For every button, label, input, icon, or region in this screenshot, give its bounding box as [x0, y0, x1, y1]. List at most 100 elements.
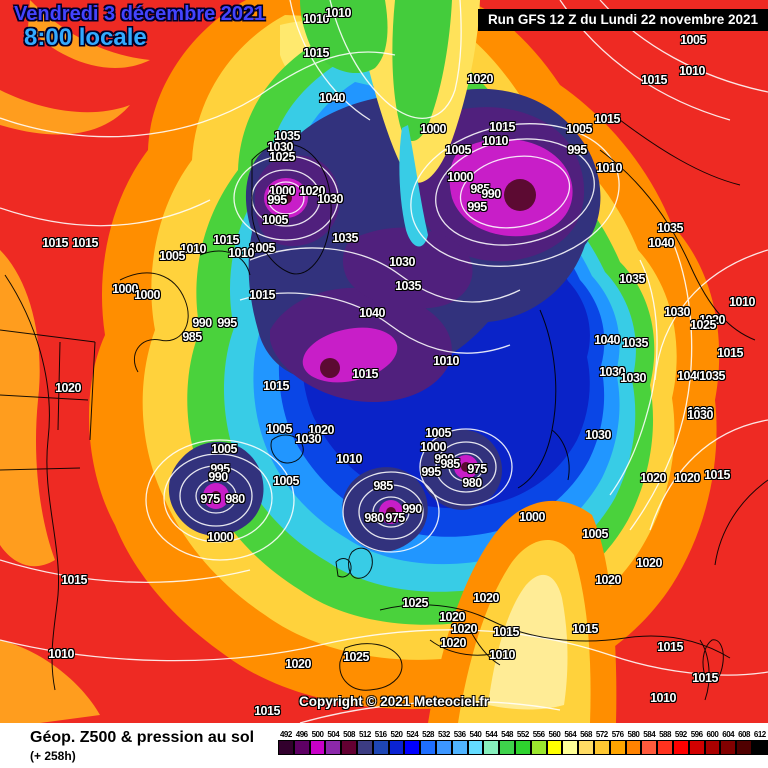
scale-color-box — [609, 740, 626, 755]
pressure-label: 1035 — [657, 221, 683, 235]
scale-value: 560 — [548, 730, 561, 739]
scale-value: 552 — [516, 730, 529, 739]
pressure-label: 1015 — [61, 573, 87, 587]
pressure-label: 1010 — [596, 161, 622, 175]
scale-cell: 604 — [720, 729, 737, 755]
scale-value: 588 — [659, 730, 671, 739]
scale-value: 592 — [674, 730, 687, 739]
scale-cell: 544 — [483, 729, 500, 755]
pressure-label: 1035 — [699, 369, 725, 383]
scale-cell: 512 — [356, 729, 373, 755]
pressure-label: 1015 — [489, 120, 515, 134]
scale-value: 576 — [611, 730, 624, 739]
scale-cell: 572 — [593, 729, 610, 755]
pressure-label: 1005 — [262, 213, 288, 227]
pressure-label: 1035 — [332, 231, 358, 245]
pressure-label: 1015 — [72, 236, 98, 250]
pressure-label: 1000 — [207, 530, 233, 544]
scale-value: 608 — [738, 730, 750, 739]
scale-color-box — [388, 740, 405, 755]
scale-color-box — [672, 740, 689, 755]
pressure-label: 1005 — [445, 143, 471, 157]
pressure-label: 1015 — [493, 625, 519, 639]
pressure-label: 1015 — [254, 704, 280, 718]
copyright-text: Copyright © 2021 Meteociel.fr — [299, 694, 489, 709]
scale-value: 532 — [437, 730, 450, 739]
scale-value: 536 — [453, 730, 466, 739]
scale-color-box — [499, 740, 515, 755]
scale-value: 496 — [295, 730, 308, 739]
scale-color-box — [736, 740, 752, 755]
pressure-label: 975 — [467, 462, 487, 476]
pressure-label: 990 — [192, 316, 212, 330]
scale-color-box — [451, 740, 468, 755]
scale-value: 584 — [643, 730, 656, 739]
pressure-label: 1030 — [664, 305, 690, 319]
pressure-label: 1030 — [687, 405, 713, 419]
pressure-label: 990 — [402, 502, 422, 516]
pressure-label: 980 — [462, 476, 482, 490]
pressure-label: 1040 — [677, 369, 703, 383]
pressure-label: 1025 — [402, 596, 428, 610]
pressure-label: 975 — [200, 492, 220, 506]
pressure-label: 1010 — [679, 64, 705, 78]
pressure-label: 1030 — [585, 428, 611, 442]
pressure-label: 990 — [481, 187, 501, 201]
date-text: Vendredi 3 décembre 2021 — [14, 3, 266, 25]
scale-value: 504 — [327, 730, 340, 739]
scale-color-box — [356, 740, 373, 755]
pressure-label: 1005 — [425, 426, 451, 440]
scale-color-box — [641, 740, 658, 755]
pressure-label: 1010 — [303, 12, 329, 26]
pressure-label: 1015 — [249, 288, 275, 302]
isobar-contours — [0, 0, 768, 723]
ridge-tongues — [300, 0, 617, 723]
scale-value: 612 — [753, 730, 766, 739]
scale-value: 528 — [422, 730, 434, 739]
pressure-label: 1010 — [489, 648, 515, 662]
scale-value: 568 — [580, 730, 592, 739]
pressure-label: 1020 — [308, 423, 334, 437]
pressure-label: 1015 — [704, 468, 730, 482]
scale-cell: 612 — [751, 729, 768, 755]
pressure-label: 1005 — [249, 241, 275, 255]
scale-cell: 564 — [562, 729, 579, 755]
pressure-label: 1000 — [519, 510, 545, 524]
scale-value: 572 — [595, 730, 608, 739]
forecast-lead-time: (+ 258h) — [30, 749, 76, 763]
pressure-label: 1035 — [622, 336, 648, 350]
pressure-label: 980 — [225, 492, 245, 506]
pressure-label: 1015 — [352, 367, 378, 381]
pressure-label: 1020 — [451, 622, 477, 636]
pressure-label: 1030 — [389, 255, 415, 269]
scale-cell: 548 — [499, 729, 515, 755]
scale-cell: 532 — [435, 729, 452, 755]
pressure-label: 985 — [440, 457, 460, 471]
pressure-label: 1015 — [717, 346, 743, 360]
pressure-labels-layer: 1010 1010 1015 1040 1020 1005 1010 1015 1035 1030… — [42, 6, 755, 718]
scale-value: 524 — [406, 730, 419, 739]
scale-cell: 568 — [578, 729, 594, 755]
pressure-label: 1020 — [595, 573, 621, 587]
scale-cell: 556 — [530, 729, 547, 755]
scale-cell: 588 — [657, 729, 673, 755]
scale-value: 520 — [390, 730, 403, 739]
pressure-label: 985 — [373, 479, 393, 493]
scale-value: 604 — [722, 730, 735, 739]
pressure-label: 990 — [434, 452, 454, 466]
pressure-label: 1020 — [55, 381, 81, 395]
pressure-label: 1020 — [699, 313, 725, 327]
pressure-label: 1010 — [48, 647, 74, 661]
pressure-label: 1010 — [650, 691, 676, 705]
pressure-label: 1010 — [729, 295, 755, 309]
scale-value: 512 — [358, 730, 371, 739]
scale-value: 540 — [469, 730, 482, 739]
pressure-label: 1030 — [267, 140, 293, 154]
pressure-label: 1015 — [692, 671, 718, 685]
color-scale: 492 496 500 504 508 512 516 520 524 528 532 536 540 5… — [278, 729, 768, 755]
pressure-label: 995 — [467, 200, 487, 214]
pressure-label: 995 — [421, 465, 441, 479]
scale-color-box — [325, 740, 342, 755]
pressure-label: 1040 — [594, 333, 620, 347]
